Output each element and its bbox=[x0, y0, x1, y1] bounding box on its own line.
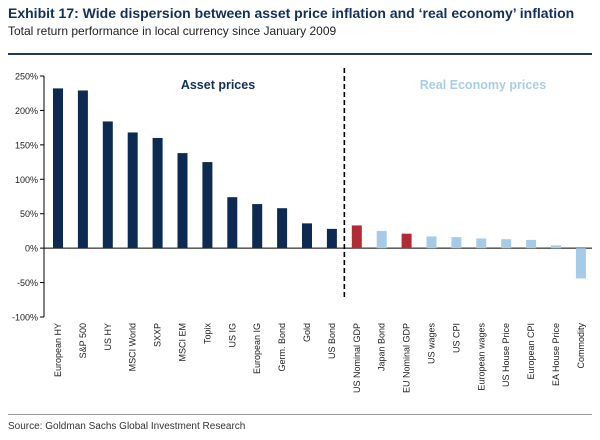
y-tick-label: 100% bbox=[15, 175, 38, 185]
x-tick-label: Germ. Bond bbox=[277, 323, 287, 372]
x-tick-label: Topix bbox=[202, 323, 212, 345]
bar-s-p-500 bbox=[77, 90, 88, 249]
x-tick-label: EA House Price bbox=[551, 323, 561, 386]
x-tick-label: US Bond bbox=[327, 323, 337, 359]
chart-title: Exhibit 17: Wide dispersion between asse… bbox=[8, 5, 575, 21]
x-tick-label: Japan Bond bbox=[377, 323, 387, 371]
bar-european-wages bbox=[476, 238, 487, 249]
bar-ea-house-price bbox=[551, 245, 561, 249]
bar-msci-em bbox=[177, 153, 188, 249]
x-tick-label: US IG bbox=[227, 323, 237, 348]
x-tick-label: European HY bbox=[53, 323, 63, 377]
y-tick-label: 250% bbox=[15, 72, 38, 82]
x-tick-label: European wages bbox=[476, 323, 486, 391]
x-tick-label: European CPI bbox=[526, 323, 536, 380]
bar-us-wages bbox=[426, 236, 437, 249]
bar-gold bbox=[302, 223, 312, 249]
x-tick-label: SXXP bbox=[153, 323, 163, 347]
x-tick-label: Gold bbox=[302, 323, 312, 342]
y-tick-label: 0% bbox=[25, 244, 38, 254]
y-tick-label: -50% bbox=[17, 278, 38, 288]
bar-msci-world bbox=[127, 132, 138, 249]
x-tick-label: US House Price bbox=[501, 323, 511, 387]
x-tick-label: US HY bbox=[103, 323, 113, 351]
source-note: Source: Goldman Sachs Global Investment … bbox=[8, 421, 246, 432]
x-tick-label: MSCI World bbox=[128, 323, 138, 371]
chart-subtitle: Total return performance in local curren… bbox=[8, 24, 337, 38]
y-tick-label: 50% bbox=[20, 209, 38, 219]
bar-japan-bond bbox=[376, 230, 387, 249]
x-tick-label: US Nominal GDP bbox=[352, 323, 362, 393]
x-tick-label: EU Nominal GDP bbox=[402, 323, 412, 393]
y-tick-label: 150% bbox=[15, 140, 38, 150]
x-tick-label: MSCI EM bbox=[178, 323, 188, 362]
bar-topix bbox=[202, 162, 213, 249]
x-tick-label: Commodity bbox=[576, 323, 586, 369]
bar-sxxp bbox=[152, 137, 163, 249]
bar-us-hy bbox=[102, 121, 113, 249]
x-tick-label: US wages bbox=[427, 323, 437, 365]
annotation-asset-prices: Asset prices bbox=[181, 78, 255, 92]
bar-european-ig bbox=[252, 204, 263, 249]
y-tick-label: -100% bbox=[12, 313, 38, 323]
bar-commodity bbox=[575, 248, 586, 279]
x-tick-label: European IG bbox=[252, 323, 262, 374]
title-rule bbox=[8, 53, 592, 55]
bar-eu-nominal-gdp bbox=[401, 233, 412, 249]
x-tick-label: US CPI bbox=[451, 323, 461, 353]
footer-rule bbox=[8, 414, 592, 415]
bar-us-cpi bbox=[451, 237, 462, 249]
bar-european-hy bbox=[53, 88, 63, 249]
y-tick-label: 200% bbox=[15, 106, 38, 116]
x-tick-label: S&P 500 bbox=[78, 323, 88, 358]
bar-us-house-price bbox=[501, 239, 512, 249]
bar-germ-bond bbox=[277, 208, 288, 249]
bar-us-bond bbox=[326, 228, 337, 249]
bar-european-cpi bbox=[526, 239, 537, 249]
bar-us-nominal-gdp bbox=[351, 225, 362, 249]
bar-chart: -100% -50% 0% 50% 100% 150% 200% 250% European H… bbox=[12, 68, 592, 393]
annotation-real-economy-prices: Real Economy prices bbox=[420, 78, 546, 92]
bar-us-ig bbox=[227, 197, 238, 249]
